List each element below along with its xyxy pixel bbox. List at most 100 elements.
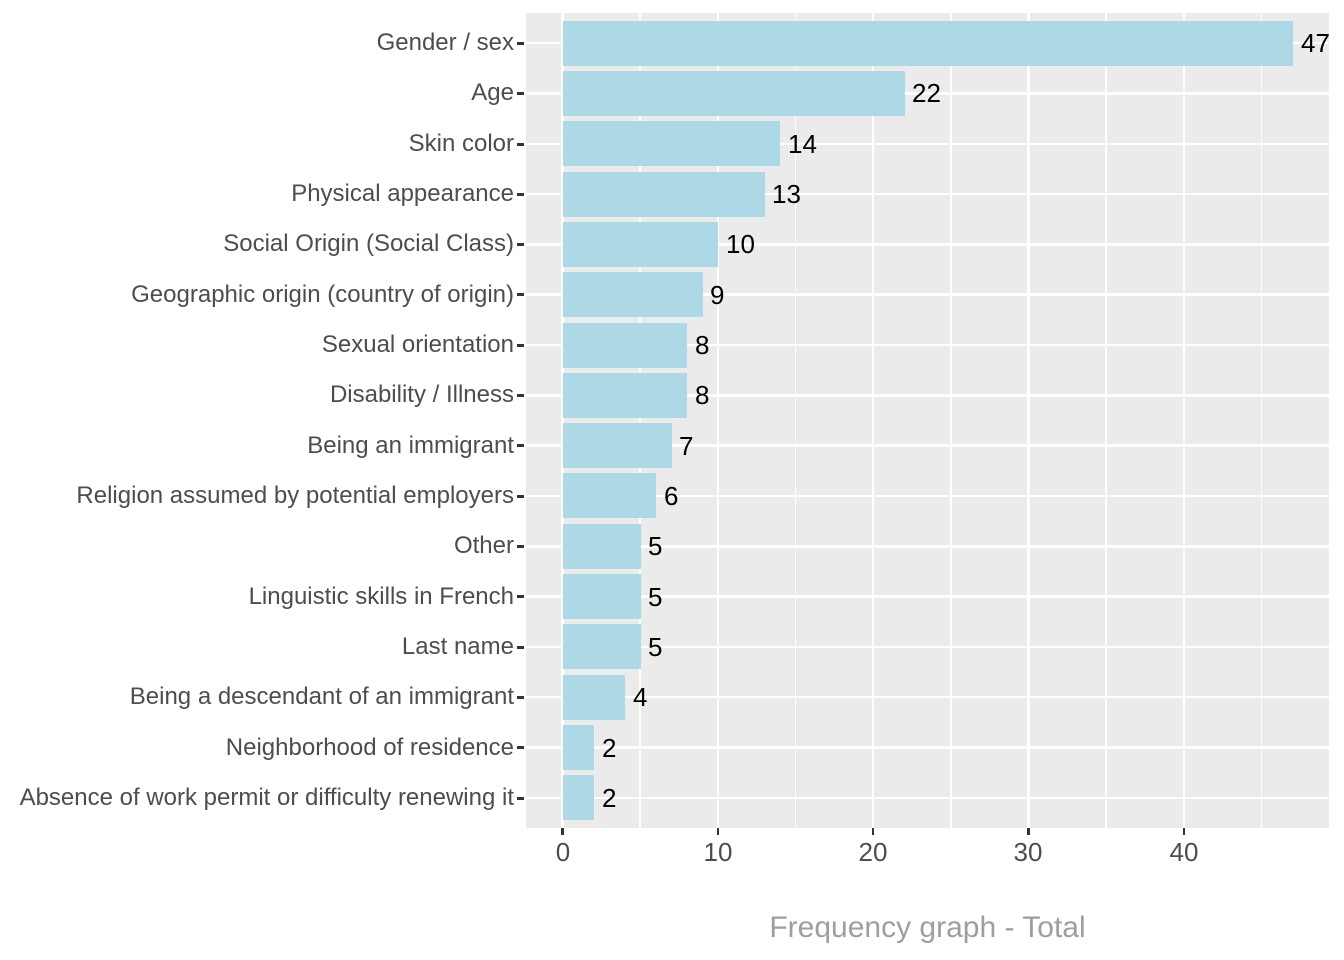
v-gridline-major bbox=[1182, 13, 1186, 828]
y-tick-mark bbox=[517, 444, 524, 447]
x-tick-label: 40 bbox=[1169, 837, 1199, 867]
bar-value-label: 5 bbox=[648, 582, 663, 612]
y-tick-mark bbox=[517, 595, 524, 598]
y-axis-label: Geographic origin (country of origin) bbox=[131, 281, 514, 308]
bar-value-label: 9 bbox=[710, 280, 725, 310]
v-gridline-major bbox=[716, 13, 720, 828]
y-tick-mark bbox=[517, 344, 524, 347]
h-gridline bbox=[526, 545, 1329, 548]
v-gridline-minor bbox=[1260, 13, 1263, 828]
y-axis-label: Physical appearance bbox=[291, 180, 514, 207]
y-axis-label: Disability / Illness bbox=[329, 381, 514, 408]
y-axis-label: Gender / sex bbox=[376, 29, 514, 56]
bar-value-label: 10 bbox=[726, 229, 755, 259]
bar-value-label: 2 bbox=[602, 733, 617, 763]
bar bbox=[562, 524, 641, 569]
y-axis-label: Social Origin (Social Class) bbox=[223, 230, 514, 257]
y-tick-mark bbox=[517, 293, 524, 296]
v-gridline-major bbox=[871, 13, 875, 828]
y-axis-label: Skin color bbox=[408, 130, 514, 157]
x-tick-mark bbox=[561, 828, 564, 835]
bar-value-label: 13 bbox=[772, 179, 801, 209]
v-gridline-major bbox=[561, 13, 564, 828]
v-gridline-minor bbox=[639, 13, 641, 828]
y-axis-label: Sexual orientation bbox=[321, 331, 514, 358]
bar bbox=[562, 574, 641, 619]
bar-value-label: 47 bbox=[1301, 28, 1329, 58]
h-gridline bbox=[526, 92, 1329, 95]
bar bbox=[562, 725, 594, 770]
bar-value-label: 2 bbox=[602, 783, 617, 813]
bar bbox=[562, 473, 656, 518]
bar-value-label: 6 bbox=[664, 481, 679, 511]
y-axis-label: Absence of work permit or difficulty ren… bbox=[19, 784, 514, 811]
x-tick-mark bbox=[1182, 828, 1186, 835]
bar-value-label: 5 bbox=[648, 531, 663, 561]
bar bbox=[562, 71, 905, 116]
bar bbox=[562, 323, 687, 368]
h-gridline bbox=[526, 243, 1329, 246]
y-axis-label: Religion assumed by potential employers bbox=[76, 482, 514, 509]
h-gridline bbox=[526, 595, 1329, 598]
y-axis-label: Other bbox=[453, 532, 514, 559]
h-gridline bbox=[526, 796, 1329, 800]
h-gridline bbox=[526, 192, 1329, 196]
v-gridline-minor bbox=[950, 13, 952, 828]
y-tick-mark bbox=[517, 746, 524, 749]
y-axis-label: Being an immigrant bbox=[307, 432, 514, 459]
y-tick-mark bbox=[517, 646, 524, 649]
y-axis-label: Linguistic skills in French bbox=[248, 583, 514, 610]
x-tick-label: 20 bbox=[858, 837, 888, 867]
y-axis-label: Being a descendant of an immigrant bbox=[129, 683, 514, 710]
y-tick-mark bbox=[517, 797, 524, 800]
h-gridline bbox=[526, 394, 1329, 397]
x-tick-mark bbox=[1027, 828, 1030, 835]
v-gridline-major bbox=[1027, 13, 1030, 828]
bar bbox=[562, 775, 594, 820]
bar bbox=[562, 121, 780, 166]
bar-value-label: 8 bbox=[695, 330, 710, 360]
plot-panel: 47 22 14 13 10 9 8 8 7 6 5 5 5 4 2 2 bbox=[526, 13, 1329, 828]
h-gridline bbox=[526, 444, 1329, 447]
h-gridline bbox=[526, 142, 1329, 146]
y-tick-mark bbox=[517, 394, 524, 397]
bar bbox=[562, 21, 1293, 66]
x-tick-label: 30 bbox=[1013, 837, 1043, 867]
x-axis-title: Frequency graph - Total bbox=[769, 911, 1086, 944]
bar bbox=[562, 373, 687, 418]
x-tick-label: 0 bbox=[555, 837, 571, 867]
h-gridline bbox=[526, 695, 1329, 699]
bar-value-label: 14 bbox=[788, 129, 817, 159]
bar-value-label: 22 bbox=[912, 78, 941, 108]
y-tick-mark bbox=[517, 92, 524, 95]
y-axis-labels: Gender / sex Age Skin color Physical appear… bbox=[0, 13, 514, 828]
bar bbox=[562, 423, 672, 468]
bar-value-label: 4 bbox=[633, 682, 648, 712]
bar bbox=[562, 172, 765, 217]
bar-value-label: 5 bbox=[648, 632, 663, 662]
x-tick-label: 10 bbox=[703, 837, 733, 867]
bar bbox=[562, 272, 703, 317]
h-gridline bbox=[526, 746, 1329, 749]
h-gridline bbox=[526, 343, 1329, 347]
bar-value-label: 7 bbox=[679, 431, 694, 461]
y-tick-mark bbox=[517, 696, 524, 699]
x-tick-mark bbox=[716, 828, 720, 835]
y-tick-mark bbox=[517, 545, 524, 548]
y-tick-mark bbox=[517, 243, 524, 246]
y-tick-mark bbox=[517, 495, 524, 498]
y-tick-mark bbox=[517, 143, 524, 146]
v-gridline-minor bbox=[794, 13, 797, 828]
bar bbox=[562, 222, 718, 267]
bar-value-label: 8 bbox=[695, 380, 710, 410]
y-tick-mark bbox=[517, 42, 524, 45]
bar bbox=[562, 624, 641, 669]
y-axis-label: Last name bbox=[401, 633, 514, 660]
h-gridline bbox=[526, 494, 1329, 498]
y-axis-label: Age bbox=[471, 79, 514, 106]
x-tick-mark bbox=[871, 828, 875, 835]
v-gridline-minor bbox=[1105, 13, 1107, 828]
h-gridline bbox=[526, 645, 1329, 649]
y-tick-mark bbox=[517, 193, 524, 196]
